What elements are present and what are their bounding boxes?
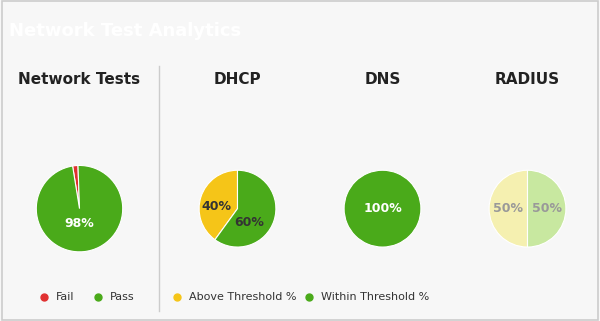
Text: Network Test Analytics: Network Test Analytics (9, 22, 241, 40)
Wedge shape (527, 170, 566, 247)
Text: 98%: 98% (65, 217, 94, 230)
Text: 60%: 60% (234, 216, 264, 229)
Text: Pass: Pass (110, 292, 134, 302)
Text: 100%: 100% (363, 202, 402, 215)
Wedge shape (489, 170, 527, 247)
Text: Network Tests: Network Tests (19, 72, 140, 87)
Text: Above Threshold %: Above Threshold % (189, 292, 296, 302)
Text: DNS: DNS (364, 72, 401, 87)
Wedge shape (344, 170, 421, 247)
Text: 40%: 40% (202, 200, 232, 213)
Wedge shape (199, 170, 238, 240)
Text: Fail: Fail (56, 292, 74, 302)
Wedge shape (37, 165, 122, 252)
Text: DHCP: DHCP (214, 72, 262, 87)
Text: RADIUS: RADIUS (495, 72, 560, 87)
Wedge shape (215, 170, 276, 247)
Text: 50%: 50% (493, 202, 523, 215)
Wedge shape (73, 166, 79, 209)
Text: 50%: 50% (532, 202, 562, 215)
Text: Within Threshold %: Within Threshold % (321, 292, 429, 302)
